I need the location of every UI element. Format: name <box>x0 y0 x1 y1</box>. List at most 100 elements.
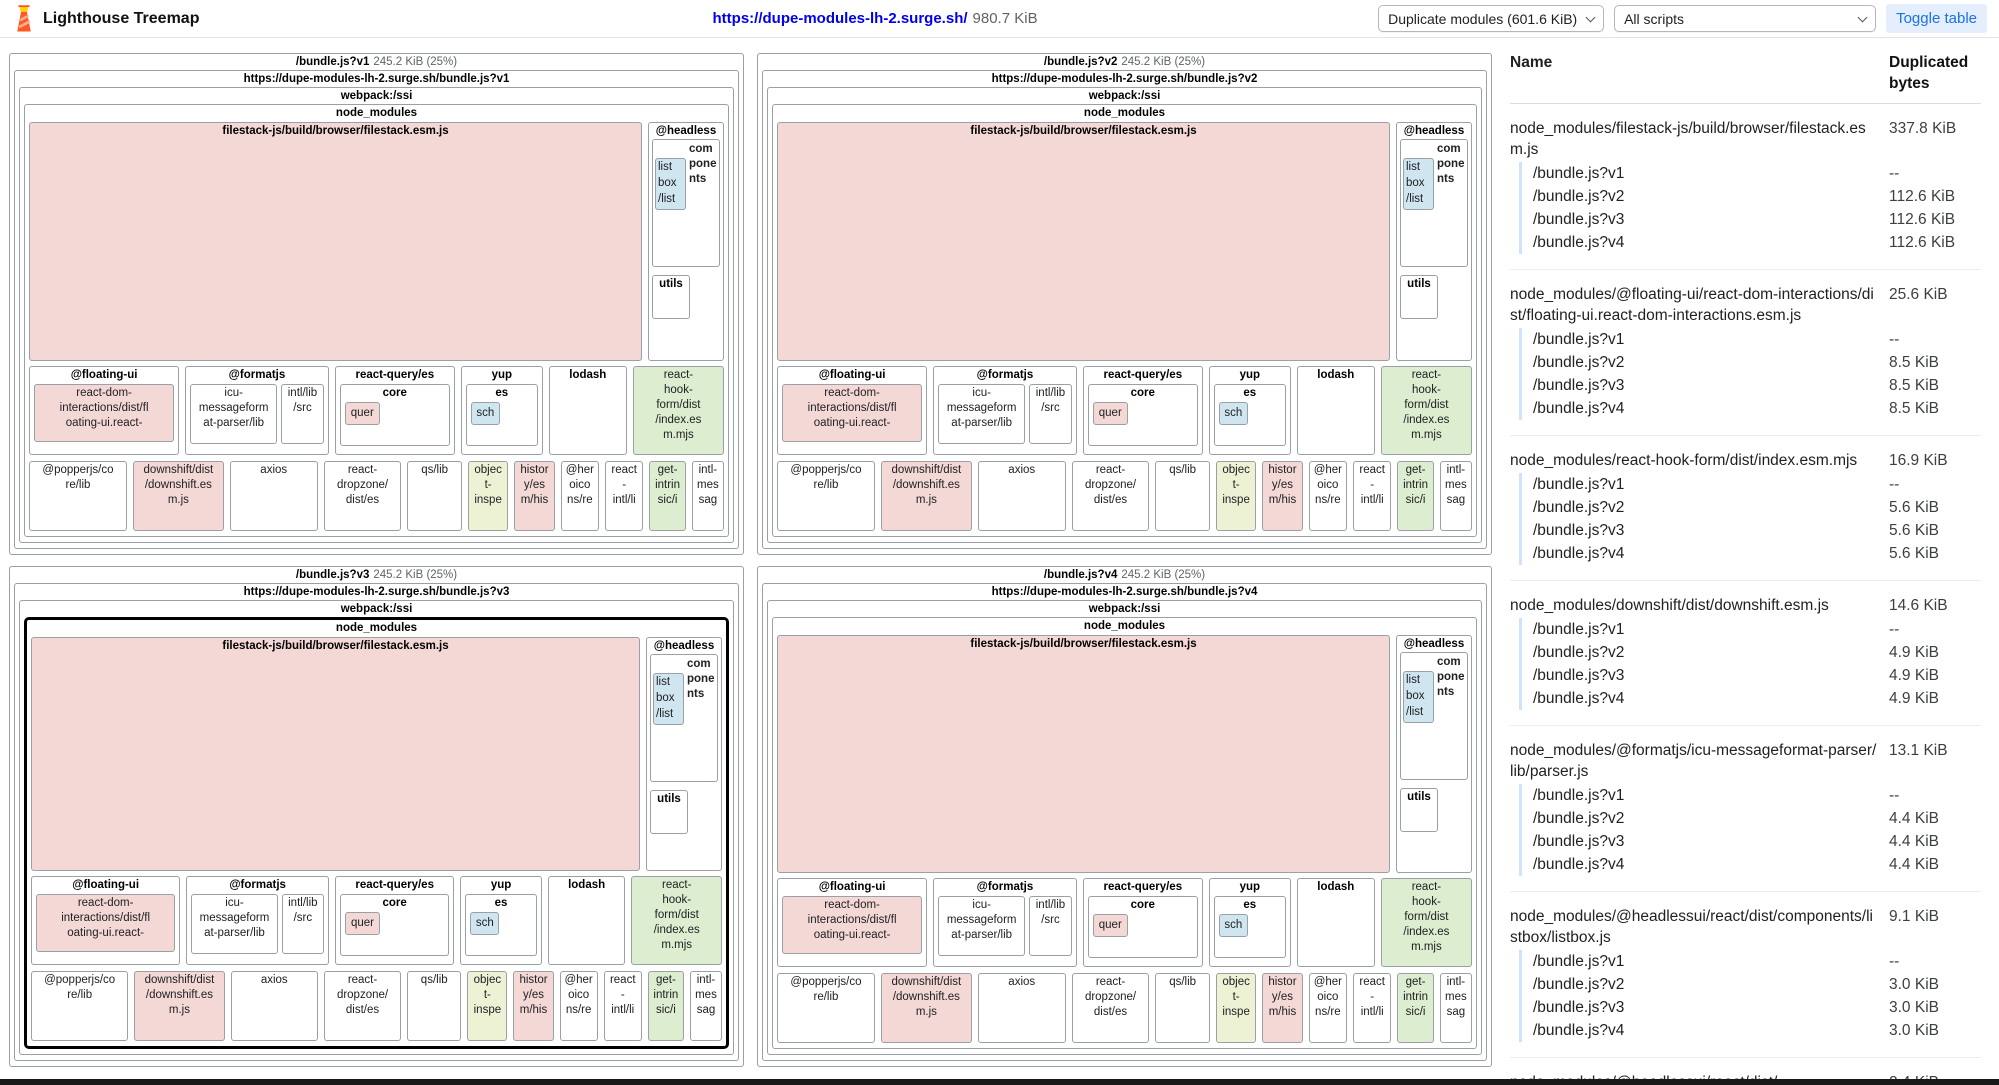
node-heroicons[interactable]: @her oico ns/re <box>559 971 598 1041</box>
node-utils[interactable]: utils <box>652 275 690 319</box>
node-lodash[interactable]: lodash <box>1296 878 1375 967</box>
table-subrow[interactable]: /bundle.js?v1 -- <box>1522 473 1981 496</box>
node-react-dropzone[interactable]: react- dropzone/ dist/es <box>323 971 402 1041</box>
node-formatjs[interactable]: @formatjs icu- messageform at-parser/lib… <box>185 365 329 455</box>
node-heroicons[interactable]: @her oico ns/re <box>560 460 600 531</box>
table-subrow[interactable]: /bundle.js?v4 112.6 KiB <box>1522 231 1981 254</box>
node-yup[interactable]: yup es sch <box>460 876 542 965</box>
node-yup[interactable]: yup es sch <box>460 365 543 455</box>
table-subrow[interactable]: /bundle.js?v4 5.6 KiB <box>1522 542 1981 565</box>
table-group-row[interactable]: node_modules/downshift/dist/downshift.es… <box>1510 595 1981 616</box>
node-react-hook-form[interactable]: react- hook- form/dist /index.es m.mjs <box>1380 365 1472 455</box>
node-es[interactable]: es sch <box>465 894 537 956</box>
node-formatjs[interactable]: @formatjs icu- messageform at-parser/lib… <box>186 876 330 965</box>
table-subrow[interactable]: /bundle.js?v3 112.6 KiB <box>1522 208 1981 231</box>
node-react-query[interactable]: react-query/es core quer <box>335 876 455 965</box>
table-subrow[interactable]: /bundle.js?v1 -- <box>1522 950 1981 973</box>
table-subrow[interactable]: /bundle.js?v1 -- <box>1522 784 1981 807</box>
node-quer[interactable]: quer <box>1092 914 1128 937</box>
node-script-url[interactable]: https://dupe-modules-lh-2.surge.sh/bundl… <box>762 582 1487 1061</box>
node-axios[interactable]: axios <box>229 460 318 531</box>
table-group-row[interactable]: node_modules/@headlessui/react/dist/comp… <box>1510 906 1981 948</box>
node-object-inspect[interactable]: objec t- inspe <box>1215 460 1257 531</box>
node-qs-lib[interactable]: qs/lib <box>407 971 462 1041</box>
node-object-inspect[interactable]: objec t- inspe <box>467 971 508 1041</box>
node-intl-lib-src[interactable]: intl/lib /src <box>281 894 325 954</box>
script-filter-select[interactable]: All scripts <box>1614 5 1877 32</box>
node-heroicons[interactable]: @her oico ns/re <box>1308 460 1348 531</box>
node-utils[interactable]: utils <box>1400 787 1438 832</box>
node-downshift[interactable]: downshift/dist /downshift.es m.js <box>880 460 972 531</box>
table-subrow[interactable]: /bundle.js?v2 112.6 KiB <box>1522 185 1981 208</box>
node-qs-lib[interactable]: qs/lib <box>1155 973 1210 1043</box>
table-group-row[interactable]: node_modules/@floating-ui/react-dom-inte… <box>1510 284 1981 326</box>
node-object-inspect[interactable]: objec t- inspe <box>467 460 509 531</box>
node-react-hook-form[interactable]: react- hook- form/dist /index.es m.mjs <box>632 365 724 455</box>
node-qs-lib[interactable]: qs/lib <box>1155 460 1210 531</box>
node-sch[interactable]: sch <box>470 912 500 935</box>
node-intl-messageformat[interactable]: intl- mes sag <box>689 971 723 1041</box>
node-react-intl[interactable]: react - intl/li <box>1353 460 1392 531</box>
node-popperjs-core[interactable]: @popperjs/co re/lib <box>29 460 127 531</box>
node-components[interactable]: list box /list components <box>652 139 720 267</box>
node-floating-ui[interactable]: @floating-ui react-dom- interactions/dis… <box>777 365 928 455</box>
node-downshift[interactable]: downshift/dist /downshift.es m.js <box>134 971 225 1041</box>
node-get-intrinsic[interactable]: get- intrin sic/i <box>1397 460 1434 531</box>
node-get-intrinsic[interactable]: get- intrin sic/i <box>1397 973 1434 1043</box>
node-history[interactable]: histor y/es m/his <box>1262 973 1303 1043</box>
node-utils[interactable]: utils <box>1400 275 1438 319</box>
node-react-intl[interactable]: react - intl/li <box>603 971 642 1041</box>
node-icu-messageformat-parser[interactable]: icu- messageform at-parser/lib <box>191 894 278 954</box>
table-subrow[interactable]: /bundle.js?v4 8.5 KiB <box>1522 397 1981 420</box>
node-qs-lib[interactable]: qs/lib <box>407 460 462 531</box>
node-script-url[interactable]: https://dupe-modules-lh-2.surge.sh/bundl… <box>14 70 739 549</box>
node-core[interactable]: core quer <box>340 894 450 956</box>
node-webpack-ssi[interactable]: webpack:/ssi node_modules filestack-js/b… <box>767 87 1482 543</box>
node-sch[interactable]: sch <box>470 401 500 425</box>
node-formatjs[interactable]: @formatjs icu- messageform at-parser/lib… <box>933 878 1077 967</box>
node-get-intrinsic[interactable]: get- intrin sic/i <box>649 460 686 531</box>
node-icu-messageformat-parser[interactable]: icu- messageform at-parser/lib <box>938 896 1026 956</box>
node-filestack[interactable]: filestack-js/build/browser/filestack.esm… <box>777 634 1390 873</box>
table-subrow[interactable]: /bundle.js?v3 8.5 KiB <box>1522 374 1981 397</box>
node-quer[interactable]: quer <box>344 401 380 425</box>
node-headlessui[interactable]: @headless list box /list components utils <box>646 636 722 871</box>
node-lodash[interactable]: lodash <box>1296 365 1375 455</box>
node-components[interactable]: list box /list components <box>1400 651 1468 780</box>
node-headlessui[interactable]: @headless list box /list components utils <box>648 122 724 361</box>
site-url-link[interactable]: https://dupe-modules-lh-2.surge.sh/ <box>712 10 968 27</box>
node-node_modules[interactable]: node_modules filestack-js/build/browser/… <box>24 616 729 1049</box>
node-quer[interactable]: quer <box>1092 401 1128 425</box>
node-listbox[interactable]: list box /list <box>1403 670 1434 723</box>
table-subrow[interactable]: /bundle.js?v2 4.9 KiB <box>1522 641 1981 664</box>
node-floating-ui[interactable]: @floating-ui react-dom- interactions/dis… <box>777 878 928 967</box>
node-react-dom-interactions[interactable]: react-dom- interactions/dist/fl oating-u… <box>34 383 175 442</box>
node-webpack-ssi[interactable]: webpack:/ssi node_modules filestack-js/b… <box>19 87 734 543</box>
node-axios[interactable]: axios <box>230 971 318 1041</box>
node-downshift[interactable]: downshift/dist /downshift.es m.js <box>132 460 224 531</box>
node-sch[interactable]: sch <box>1218 914 1248 937</box>
node-history[interactable]: histor y/es m/his <box>513 971 554 1041</box>
node-react-hook-form[interactable]: react- hook- form/dist /index.es m.mjs <box>631 876 723 965</box>
table-subrow[interactable]: /bundle.js?v4 3.0 KiB <box>1522 1019 1981 1042</box>
node-react-intl[interactable]: react - intl/li <box>1353 973 1392 1043</box>
node-node_modules[interactable]: node_modules filestack-js/build/browser/… <box>24 104 729 537</box>
node-intl-messageformat[interactable]: intl- mes sag <box>1439 460 1473 531</box>
node-get-intrinsic[interactable]: get- intrin sic/i <box>647 971 684 1041</box>
node-formatjs[interactable]: @formatjs icu- messageform at-parser/lib… <box>933 365 1077 455</box>
node-react-query[interactable]: react-query/es core quer <box>334 365 455 455</box>
node-icu-messageformat-parser[interactable]: icu- messageform at-parser/lib <box>938 383 1026 444</box>
node-filestack[interactable]: filestack-js/build/browser/filestack.esm… <box>31 636 640 871</box>
node-popperjs-core[interactable]: @popperjs/co re/lib <box>777 460 875 531</box>
node-floating-ui[interactable]: @floating-ui react-dom- interactions/dis… <box>29 365 180 455</box>
node-intl-lib-src[interactable]: intl/lib /src <box>281 383 324 444</box>
table-subrow[interactable]: /bundle.js?v2 4.4 KiB <box>1522 807 1981 830</box>
table-subrow[interactable]: /bundle.js?v3 5.6 KiB <box>1522 519 1981 542</box>
toggle-table-button[interactable]: Toggle table <box>1886 4 1987 33</box>
node-intl-messageformat[interactable]: intl- mes sag <box>1439 973 1473 1043</box>
table-subrow[interactable]: /bundle.js?v2 5.6 KiB <box>1522 496 1981 519</box>
node-react-query[interactable]: react-query/es core quer <box>1082 878 1203 967</box>
node-quer[interactable]: quer <box>345 912 381 935</box>
node-lodash[interactable]: lodash <box>548 365 627 455</box>
node-headlessui[interactable]: @headless list box /list components utils <box>1396 634 1472 873</box>
